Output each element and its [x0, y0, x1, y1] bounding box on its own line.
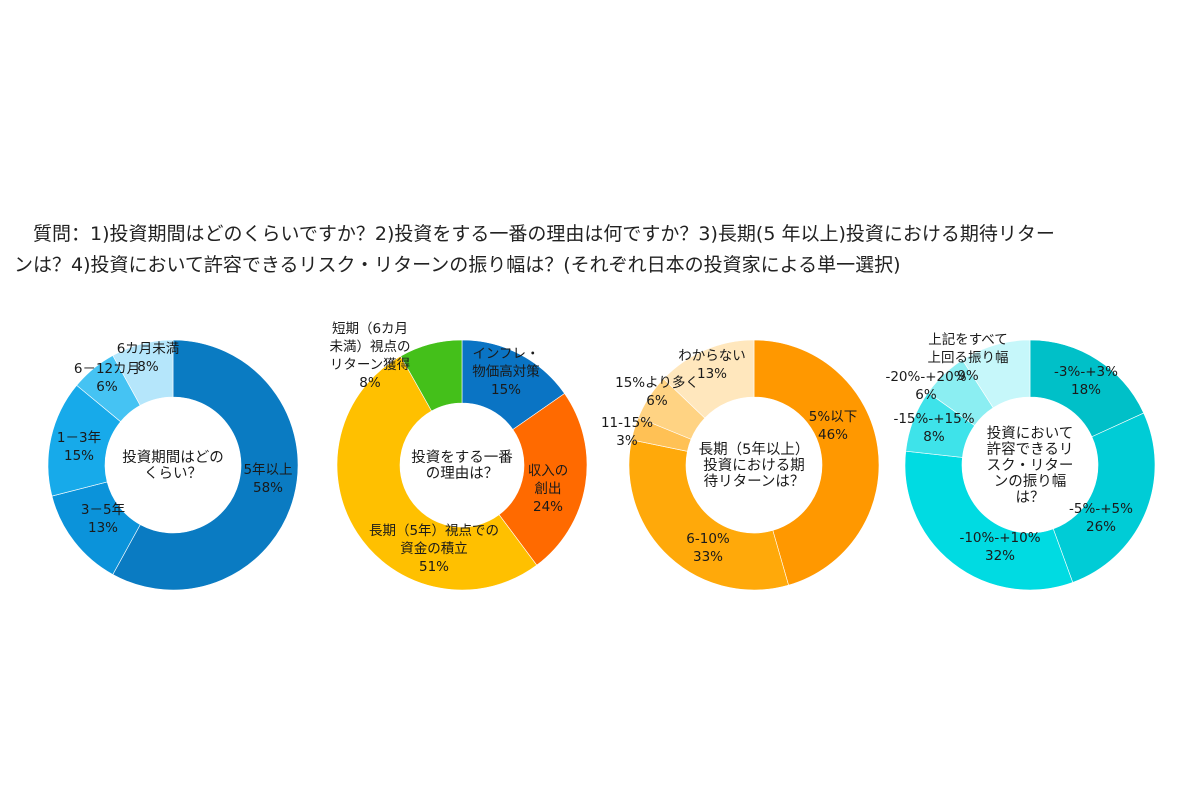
chart-3-slice-label-1: 5%以下 46%: [809, 409, 857, 443]
chart-1-slice-5: [112, 339, 174, 406]
question-line-2: ンは？4)投資において許容できるリスク・リターンの振り幅は？(それぞれ日本の投資…: [14, 254, 901, 276]
donut-chart-3: 5%以下 46% 6-10% 33% 11-15% 3% 15%より多く 6%わからない 13%…: [601, 339, 880, 591]
chart-1-slice-1: [112, 339, 299, 591]
chart-3-slice-label-5: わからない 13%: [678, 348, 746, 382]
chart-2-center-label: 投資をする一番の理由は？: [411, 449, 513, 482]
chart-4-slice-label-6: 上記をすべて上回る振り幅 9%: [928, 331, 1009, 384]
chart-2-slice-label-3: 長期（5年）視点での資金の積立 51%: [369, 523, 499, 575]
question-title: 質問：1)投資期間はどのくらいですか？2)投資をする一番の理由は何ですか？3)長…: [14, 219, 1194, 281]
chart-3-slice-2: [628, 439, 789, 591]
chart-3-center-label: 長期（5年以上）投資における期待リターンは？: [699, 441, 810, 490]
donut-chart-2: インフレ・物価高対策 15% 収入の創出 24% 長期（5年）視点での資金の積立 51% 短…: [330, 321, 588, 591]
chart-1-slice-label-5: 6カ月未満 8%: [117, 341, 180, 375]
chart-4-slice-label-1: -3%-+3% 18%: [1054, 364, 1118, 398]
donut-chart-1: 5年以上 58% 3－5年 13% 1－3年 15% 6－12カ月 6%6カ月未満 8% 投資期間…: [47, 339, 299, 591]
chart-4-slice-label-4: -15%-+15% 8%: [893, 411, 974, 445]
question-line-1: 質問：1)投資期間はどのくらいですか？2)投資をする一番の理由は何ですか？3)長…: [14, 223, 1055, 245]
donut-chart-4: -3%-+3% 18% -5%-+5% 26% -10%-+10% 32% -15%-+15…: [885, 331, 1156, 591]
chart-4-slice-3: [904, 450, 1074, 591]
chart-1-slice-label-1: 5年以上 58%: [243, 462, 292, 496]
chart-2-slice-4: [400, 339, 463, 412]
chart-4-slice-label-5: -20%-+20% 6%: [885, 369, 966, 403]
chart-3-slice-label-3: 11-15% 3%: [601, 415, 653, 449]
chart-4-slice-label-3: -10%-+10% 32%: [959, 530, 1040, 564]
chart-3-slice-5: [663, 339, 755, 419]
chart-1-center-label: 投資期間はどのくらい？: [122, 449, 224, 482]
chart-4-slice-2: [1052, 412, 1156, 583]
chart-1-slice-label-3: 1－3年 15%: [57, 430, 101, 464]
chart-3-slice-1: [753, 339, 880, 586]
chart-4-center-label: 投資において許容できるリスク・リターンの振り幅は？: [987, 425, 1074, 506]
chart-4-slice-6: [962, 339, 1031, 409]
chart-3-slice-label-4: 15%より多く 6%: [615, 374, 699, 409]
chart-2-slice-label-1: インフレ・物価高対策 15%: [472, 346, 540, 398]
chart-1-slice-label-2: 3－5年 13%: [81, 502, 125, 536]
chart-2-slice-label-2: 収入の創出 24%: [528, 463, 569, 515]
chart-1-slice-label-4: 6－12カ月 6%: [74, 361, 140, 395]
chart-2-slice-label-4: 短期（6カ月未満）視点のリターン獲得 8%: [330, 321, 411, 391]
chart-2-slice-2: [498, 393, 588, 566]
chart-3-slice-label-2: 6-10% 33%: [686, 531, 730, 565]
chart-4-slice-label-2: -5%-+5% 26%: [1069, 501, 1133, 535]
